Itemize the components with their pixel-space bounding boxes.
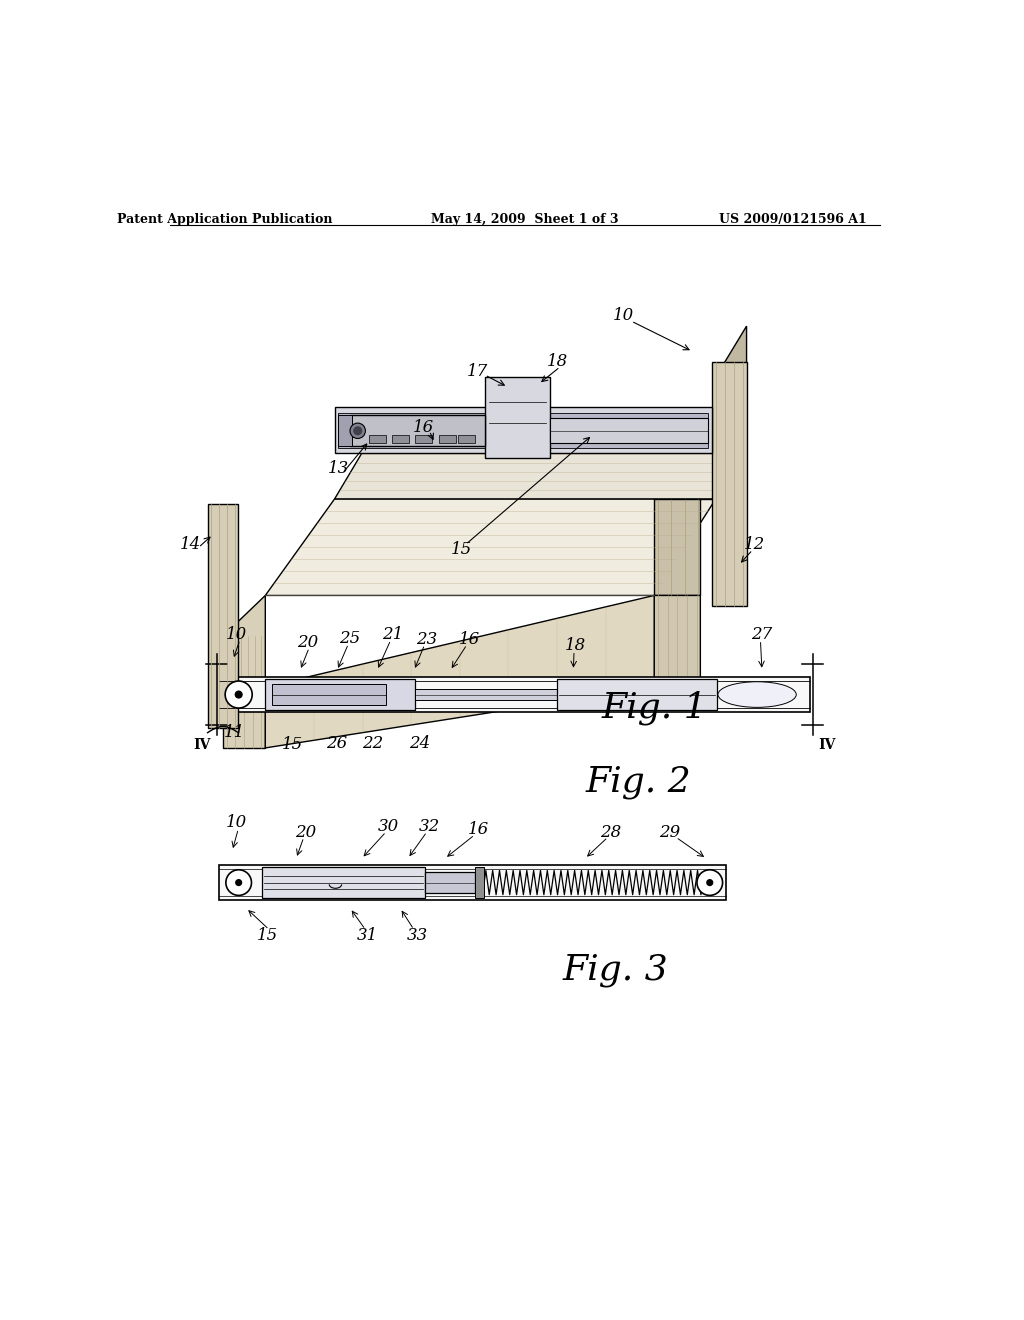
Text: 15: 15 <box>282 737 303 754</box>
Bar <box>265 678 415 710</box>
Bar <box>438 436 456 444</box>
Text: IV: IV <box>819 738 837 751</box>
Text: Fig. 1: Fig. 1 <box>601 690 707 725</box>
Polygon shape <box>265 595 654 748</box>
Text: 14: 14 <box>180 536 202 553</box>
Bar <box>219 677 810 713</box>
Text: 33: 33 <box>407 927 428 944</box>
Bar <box>370 436 386 444</box>
Bar <box>262 867 425 898</box>
Text: 12: 12 <box>743 536 765 553</box>
Circle shape <box>236 879 243 886</box>
Polygon shape <box>550 417 708 444</box>
Text: 16: 16 <box>413 420 434 436</box>
Text: Patent Application Publication: Patent Application Publication <box>118 213 333 226</box>
Text: 20: 20 <box>297 634 318 651</box>
Circle shape <box>697 870 723 895</box>
Polygon shape <box>654 474 716 595</box>
Circle shape <box>350 424 366 438</box>
Bar <box>415 689 557 700</box>
Bar <box>425 873 475 894</box>
Text: 22: 22 <box>362 735 384 751</box>
Text: 10: 10 <box>226 626 248 643</box>
Circle shape <box>234 690 243 698</box>
Text: 15: 15 <box>451 541 472 558</box>
Text: 16: 16 <box>468 821 489 838</box>
Bar <box>458 436 475 444</box>
Polygon shape <box>223 686 265 748</box>
Circle shape <box>226 870 252 895</box>
Text: 29: 29 <box>658 824 680 841</box>
Text: 10: 10 <box>226 814 248 832</box>
Polygon shape <box>716 326 746 499</box>
Polygon shape <box>484 378 550 458</box>
Circle shape <box>354 426 361 434</box>
Circle shape <box>707 879 714 886</box>
Text: Fig. 3: Fig. 3 <box>563 953 669 986</box>
Bar <box>392 436 410 444</box>
Polygon shape <box>223 595 265 686</box>
Text: US 2009/0121596 A1: US 2009/0121596 A1 <box>719 213 866 226</box>
Text: 16: 16 <box>459 631 480 648</box>
Text: 32: 32 <box>419 818 440 834</box>
Polygon shape <box>335 408 712 453</box>
Polygon shape <box>335 428 746 499</box>
Text: 30: 30 <box>378 818 399 834</box>
Bar <box>272 684 386 705</box>
Text: 26: 26 <box>327 735 347 751</box>
Text: 18: 18 <box>565 638 587 655</box>
Bar <box>416 436 432 444</box>
Text: 31: 31 <box>357 927 378 944</box>
Bar <box>219 865 726 900</box>
Polygon shape <box>265 499 716 595</box>
Polygon shape <box>654 595 700 697</box>
Polygon shape <box>712 362 746 606</box>
Text: 17: 17 <box>467 363 487 380</box>
Polygon shape <box>350 414 484 446</box>
Polygon shape <box>208 504 239 727</box>
Bar <box>339 414 352 446</box>
Text: 18: 18 <box>547 354 568 370</box>
Text: 21: 21 <box>382 626 403 643</box>
Text: 27: 27 <box>752 626 772 643</box>
Text: IV: IV <box>194 738 211 751</box>
Text: 15: 15 <box>257 927 279 944</box>
Text: 25: 25 <box>339 630 360 647</box>
Bar <box>475 867 484 898</box>
Text: Fig. 2: Fig. 2 <box>586 764 691 799</box>
Text: 23: 23 <box>417 631 437 648</box>
Ellipse shape <box>718 681 797 708</box>
Bar <box>557 678 717 710</box>
Polygon shape <box>339 412 708 447</box>
Text: 28: 28 <box>600 824 622 841</box>
Text: 10: 10 <box>612 308 634 325</box>
Text: May 14, 2009  Sheet 1 of 3: May 14, 2009 Sheet 1 of 3 <box>431 213 618 226</box>
Text: 11: 11 <box>224 725 245 741</box>
Text: 24: 24 <box>409 735 430 751</box>
Text: 13: 13 <box>328 459 349 477</box>
Circle shape <box>225 681 252 708</box>
Text: 20: 20 <box>296 824 316 841</box>
